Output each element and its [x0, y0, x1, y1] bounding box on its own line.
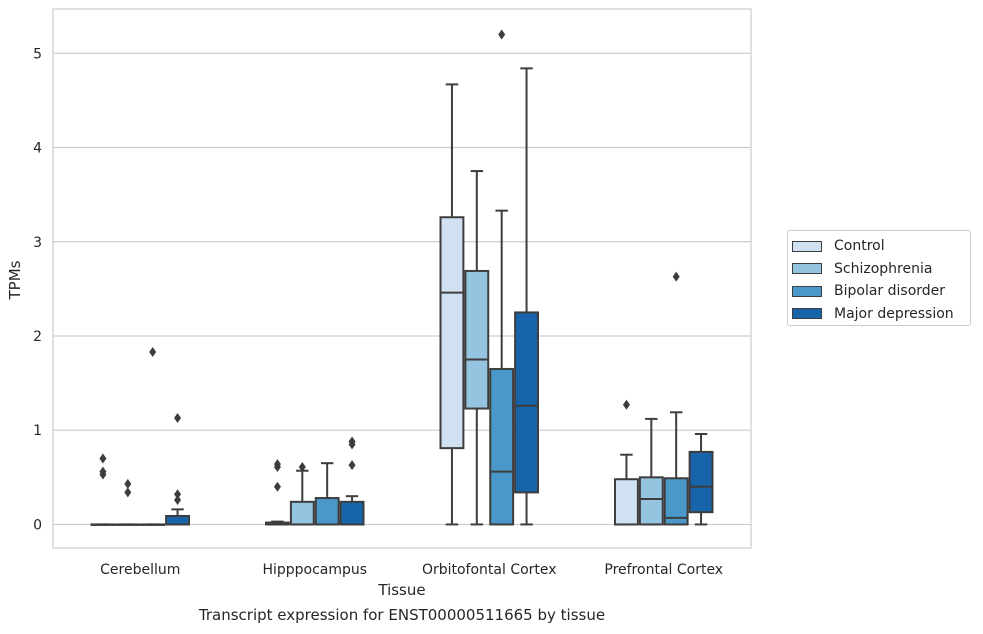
legend-swatch-major-depression — [792, 308, 822, 320]
box-hipppocampus-schizophrenia-outlier-0 — [298, 461, 306, 472]
box-orbitofontal-cortex-control — [439, 83, 465, 526]
legend-label-major-depression: Major depression — [834, 305, 954, 322]
x-tick-label-hipppocampus: Hipppocampus — [262, 562, 367, 578]
box-cerebellum-major-depression-outlier-1 — [174, 489, 182, 500]
y-tick-label-0: 0 — [33, 517, 42, 533]
box-prefrontal-cortex-control — [614, 399, 639, 526]
box-cerebellum-major-depression-iqr — [165, 514, 190, 526]
y-axis-label: TPMs — [6, 260, 24, 300]
box-hipppocampus-schizophrenia-iqr — [289, 500, 315, 526]
box-hipppocampus-control-outlier-2 — [273, 459, 281, 470]
box-hipppocampus-major-depression — [339, 436, 365, 526]
box-orbitofontal-cortex-bipolar-disorder-outlier-0 — [498, 29, 506, 40]
box-cerebellum-bipolar-disorder-outlier-0 — [149, 347, 157, 357]
x-axis-label: Tissue — [377, 581, 425, 599]
box-orbitofontal-cortex-schizophrenia — [464, 170, 490, 526]
legend-item-schizophrenia: Schizophrenia — [792, 258, 970, 281]
box-cerebellum-control — [90, 453, 116, 526]
box-groups — [90, 29, 714, 526]
y-tick-label-2: 2 — [33, 329, 42, 345]
y-tick-labels: 0 1 2 3 4 5 — [33, 46, 42, 533]
box-hipppocampus-major-depression-outlier-2 — [348, 436, 356, 447]
box-cerebellum-major-depression — [165, 412, 190, 526]
box-cerebellum-major-depression-outlier-2 — [174, 412, 182, 423]
y-tick-label-1: 1 — [33, 423, 42, 439]
box-hipppocampus-bipolar-disorder — [314, 462, 340, 526]
box-prefrontal-cortex-control-outlier-0 — [622, 399, 630, 410]
box-cerebellum-bipolar-disorder — [140, 347, 166, 526]
box-prefrontal-cortex-schizophrenia — [638, 417, 664, 526]
box-hipppocampus-control-outlier-0 — [273, 481, 281, 492]
legend-item-bipolar-disorder: Bipolar disorder — [792, 280, 970, 303]
box-orbitofontal-cortex-major-depression — [514, 67, 539, 526]
legend-label-control: Control — [834, 238, 885, 255]
box-prefrontal-cortex-bipolar-disorder-iqr — [663, 477, 689, 526]
x-tick-labels: Cerebellum Hipppocampus Orbitofontal Corte… — [100, 562, 723, 578]
box-hipppocampus-control — [265, 459, 290, 526]
box-orbitofontal-cortex-schizophrenia-iqr — [464, 269, 490, 410]
y-tick-label-3: 3 — [33, 235, 42, 251]
box-prefrontal-cortex-major-depression-iqr — [688, 450, 714, 514]
x-tick-label-prefrontal-cortex: Prefrontal Cortex — [604, 562, 723, 578]
box-cerebellum-schizophrenia-outlier-0 — [124, 487, 132, 498]
box-cerebellum-control-outlier-2 — [99, 453, 107, 464]
legend-swatch-bipolar-disorder — [792, 285, 822, 297]
box-cerebellum-major-depression-outlier-0 — [174, 494, 182, 505]
box-cerebellum-schizophrenia — [115, 478, 141, 526]
x-tick-label-cerebellum: Cerebellum — [100, 562, 180, 578]
box-prefrontal-cortex-schizophrenia-iqr — [638, 476, 664, 526]
y-tick-label-5: 5 — [33, 46, 42, 62]
box-hipppocampus-bipolar-disorder-iqr — [314, 497, 340, 526]
box-cerebellum-control-outlier-1 — [99, 466, 107, 477]
box-orbitofontal-cortex-bipolar-disorder — [489, 29, 515, 526]
box-prefrontal-cortex-bipolar-disorder-outlier-0 — [672, 271, 680, 282]
plot-area — [53, 9, 751, 548]
x-tick-label-orbitofontal-cortex: Orbitofontal Cortex — [422, 562, 557, 578]
box-prefrontal-cortex-bipolar-disorder — [663, 271, 689, 526]
box-prefrontal-cortex-major-depression — [688, 432, 714, 526]
legend-label-schizophrenia: Schizophrenia — [834, 260, 933, 277]
box-cerebellum-schizophrenia-outlier-1 — [124, 478, 132, 489]
box-hipppocampus-major-depression-iqr — [339, 500, 365, 526]
legend-label-bipolar-disorder: Bipolar disorder — [834, 283, 946, 300]
box-orbitofontal-cortex-control-iqr — [439, 216, 465, 450]
y-tick-label-4: 4 — [33, 141, 42, 157]
box-hipppocampus-schizophrenia — [289, 461, 315, 526]
legend-swatch-control — [792, 240, 822, 252]
legend-swatch-schizophrenia — [792, 263, 822, 275]
legend-item-control: Control — [792, 235, 970, 258]
box-hipppocampus-major-depression-outlier-0 — [348, 460, 356, 471]
legend: Control Schizophrenia Bipolar disorder M… — [787, 230, 971, 326]
plot-frame — [52, 8, 752, 549]
legend-item-major-depression: Major depression — [792, 303, 970, 326]
chart-caption: Transcript expression for ENST0000051166… — [198, 606, 606, 624]
box-orbitofontal-cortex-bipolar-disorder-iqr — [489, 367, 515, 526]
box-prefrontal-cortex-control-iqr — [614, 478, 639, 526]
box-orbitofontal-cortex-major-depression-iqr — [514, 311, 539, 494]
